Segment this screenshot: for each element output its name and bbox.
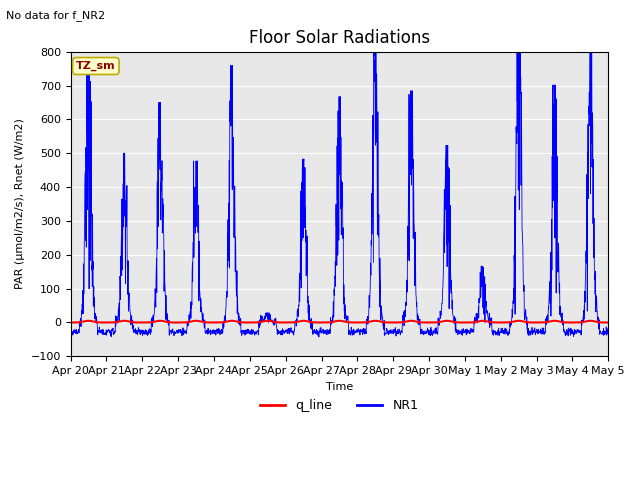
NR1 — [557, 314, 564, 320]
NR1 — [496, 329, 504, 335]
q_line — [557, 319, 564, 324]
NR1 — [355, 328, 363, 334]
NR1 — [604, 327, 612, 333]
q_line — [572, 320, 580, 325]
NR1 — [217, 330, 225, 336]
X-axis label: Time: Time — [326, 382, 353, 392]
Line: q_line: q_line — [70, 321, 608, 323]
NR1 — [586, 20, 594, 25]
Text: No data for f_NR2: No data for f_NR2 — [6, 10, 106, 21]
Legend: q_line, NR1: q_line, NR1 — [255, 394, 423, 417]
q_line — [496, 320, 504, 325]
NR1 — [67, 328, 74, 334]
NR1 — [367, 260, 374, 266]
Text: TZ_sm: TZ_sm — [76, 61, 116, 71]
Title: Floor Solar Radiations: Floor Solar Radiations — [249, 29, 430, 48]
q_line — [367, 319, 374, 324]
q_line — [84, 318, 92, 324]
q_line — [604, 320, 612, 325]
q_line — [217, 320, 225, 325]
q_line — [67, 320, 74, 325]
NR1 — [572, 328, 580, 334]
NR1 — [315, 334, 323, 340]
Y-axis label: PAR (μmol/m2/s), Rnet (W/m2): PAR (μmol/m2/s), Rnet (W/m2) — [15, 119, 25, 289]
Line: NR1: NR1 — [70, 23, 608, 337]
q_line — [355, 320, 363, 325]
